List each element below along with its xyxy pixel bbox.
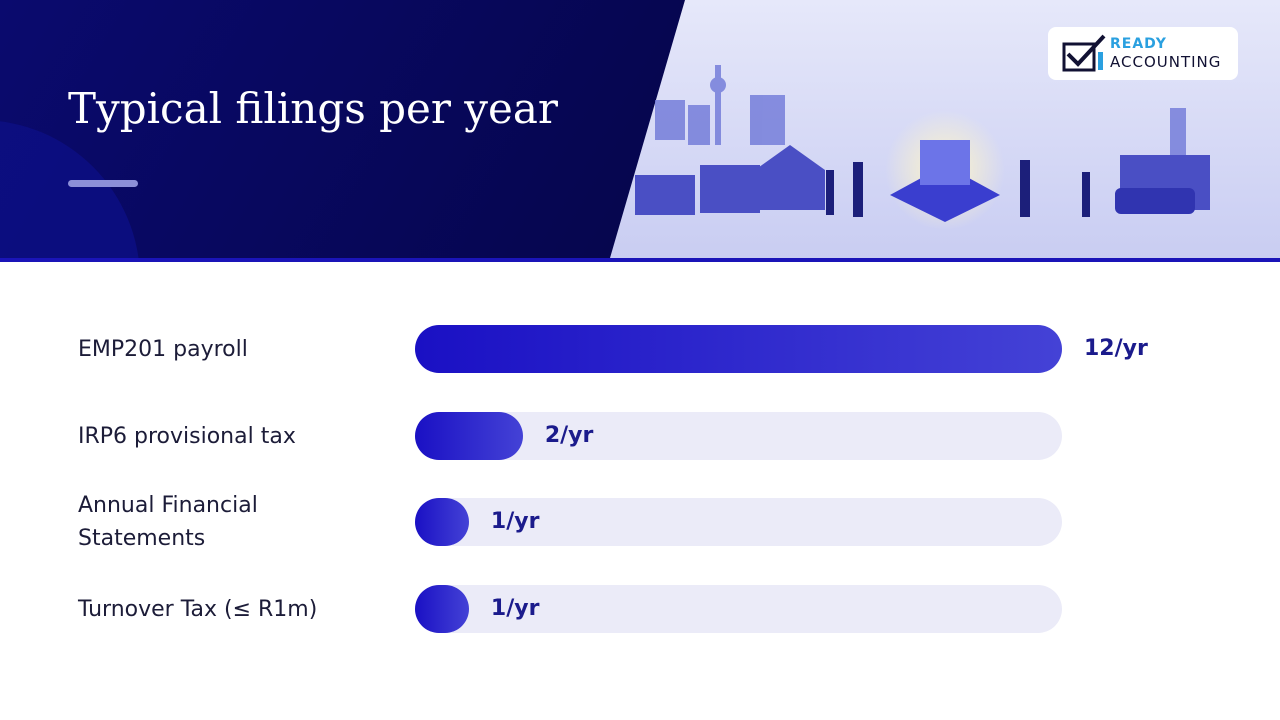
- bar-track: [415, 585, 1062, 633]
- value-label: 1/yr: [490, 596, 540, 621]
- category-label: EMP201 payroll: [78, 336, 248, 362]
- logo-text: READY: [1110, 36, 1167, 52]
- category-label: Turnover Tax (≤ R1m): [78, 596, 318, 622]
- chart-title: Typical filings per year: [68, 84, 558, 133]
- header-rule: [0, 258, 1280, 262]
- logo-icon: [1062, 34, 1106, 72]
- bar: [415, 412, 523, 460]
- logo-text: ACCOUNTING: [1110, 53, 1222, 71]
- logo: READY ACCOUNTING: [1048, 27, 1238, 80]
- bar-track: [415, 412, 1062, 460]
- bar-track: [415, 498, 1062, 546]
- title-underline: [68, 180, 138, 187]
- value-label: 1/yr: [490, 509, 540, 534]
- value-label: 2/yr: [544, 423, 594, 448]
- header: Typical filings per year READY ACCOUNTIN…: [0, 0, 1280, 258]
- bar: [415, 498, 469, 546]
- bar: [415, 325, 1062, 373]
- category-label: Annual Financial Statements: [78, 493, 258, 551]
- category-label: IRP6 provisional tax: [78, 423, 296, 449]
- value-label: 12/yr: [1084, 336, 1148, 361]
- bar: [415, 585, 469, 633]
